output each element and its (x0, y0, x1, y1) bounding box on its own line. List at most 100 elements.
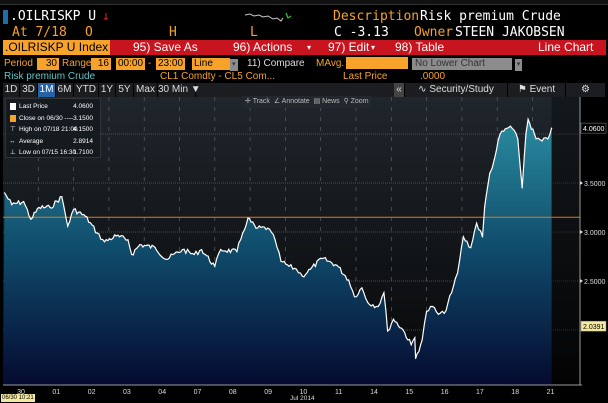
security-field[interactable]: .OILRISKP U Index (3, 40, 110, 55)
data-point (247, 217, 249, 219)
x-tick-label: 11 (335, 389, 342, 396)
data-point (456, 272, 459, 274)
price-area-fill (3, 119, 552, 386)
data-point (476, 222, 478, 224)
data-point (165, 258, 167, 261)
tab-1m[interactable]: 1M (38, 83, 56, 97)
tab-ytd[interactable]: YTD (74, 83, 99, 97)
data-point (377, 305, 379, 308)
sparkline-icon (245, 12, 292, 22)
annotate-button[interactable]: ∠ Annotate (273, 98, 310, 105)
data-point (214, 265, 216, 267)
tab-max[interactable]: Max (134, 83, 158, 97)
data-point (288, 265, 290, 267)
last-price-tag: 4.0600 (583, 126, 605, 133)
data-point (22, 201, 25, 203)
actions-button[interactable]: 96) Actions (233, 40, 293, 54)
timeframe-tabs: 1D 3D 1M 6M YTD 1Y 5Y Max 30 Min ▼ « ∿ S… (3, 83, 606, 97)
tab-5y[interactable]: 5Y (116, 83, 134, 97)
range-input[interactable]: 16 (91, 58, 111, 70)
cursor-time-tag: 06/30 10:21 (1, 394, 35, 402)
actions-dropdown-icon[interactable]: ▾ (307, 43, 312, 52)
data-point (414, 337, 416, 339)
low-marker-icon: ⊥ (10, 149, 16, 156)
top-strip (0, 0, 608, 5)
data-point (30, 218, 32, 220)
data-point (470, 247, 472, 249)
collapse-button[interactable]: « (394, 83, 405, 97)
menu-bar: .OILRISKP U Index 95) Save As 96) Action… (3, 40, 606, 55)
at-date: At 7/18 (12, 25, 67, 40)
data-point (67, 225, 69, 227)
legend-last-price: Last Price 4.0600 (10, 101, 97, 113)
time-separator: - (148, 58, 152, 69)
data-point (301, 275, 303, 277)
edit-dropdown-icon[interactable]: ▾ (371, 43, 376, 52)
data-point (38, 206, 40, 209)
save-as-button[interactable]: 95) Save As (133, 40, 198, 54)
last-price-tag-box (580, 122, 607, 134)
settings-gear-icon[interactable]: ⚙ (566, 83, 606, 97)
data-point (236, 251, 238, 253)
data-point (11, 203, 13, 206)
table-button[interactable]: 98) Table (395, 40, 445, 54)
data-point (115, 235, 117, 237)
chart-type-select[interactable]: Line (192, 58, 230, 70)
chevron-down-icon[interactable]: ▾ (230, 59, 238, 71)
tab-1y[interactable]: 1Y (99, 83, 116, 97)
data-point (84, 215, 86, 217)
data-point (527, 118, 529, 120)
data-point (509, 125, 512, 127)
edit-button[interactable]: 97) Edit (328, 40, 370, 54)
track-button[interactable]: ✛ Track (245, 98, 270, 105)
crosshair-value-tag-box (580, 320, 607, 332)
price-chart[interactable]: 30 01 02 03 04 07 08 09 10 11 14 15 16 17 18 21 3.5000 3.… (0, 97, 608, 397)
mavg-input-1[interactable] (346, 57, 368, 69)
data-point (353, 296, 356, 298)
last-price-value: .0000 (420, 71, 446, 82)
tab-3d[interactable]: 3D (20, 83, 38, 97)
tab-6m[interactable]: 6M (56, 83, 74, 97)
x-axis-label: Jul 2014 (290, 395, 315, 402)
x-tick-label: 02 (88, 389, 96, 396)
data-point (517, 138, 519, 140)
mavg-input-2[interactable] (367, 57, 388, 69)
data-point (309, 268, 312, 270)
news-button[interactable]: ▤ News (313, 98, 340, 105)
compare-button[interactable]: 11) Compare (247, 58, 305, 69)
lower-chart-select[interactable]: No Lower Chart (412, 58, 512, 70)
period-label: Period (4, 58, 33, 69)
data-point (267, 227, 269, 229)
data-point (541, 140, 543, 142)
mavg-input-3[interactable] (387, 57, 408, 69)
white-swatch-icon (10, 103, 16, 110)
event-button[interactable]: ⚑ Event (508, 83, 566, 97)
legend-high: ⊤ High on 07/18 21:00 4.1500 (10, 124, 97, 136)
tab-1d[interactable]: 1D (3, 83, 20, 97)
time-from-input[interactable]: 00:00 (116, 58, 146, 70)
security-study-button[interactable]: ∿ Security/Study (405, 83, 508, 97)
flag-icon: ⚑ (517, 84, 530, 95)
data-point (481, 236, 484, 238)
future-region (551, 97, 580, 385)
tab-30min[interactable]: 30 Min ▼ (158, 83, 201, 97)
chevron-down-icon[interactable]: ▾ (514, 59, 523, 71)
data-point (521, 187, 523, 189)
chart-legend: Last Price 4.0600 Close on 06/30 ---- 3.15… (5, 98, 101, 158)
high-label: H (169, 25, 177, 40)
data-point (181, 249, 184, 251)
zoom-button[interactable]: ⚲ Zoom (343, 98, 369, 105)
data-point (154, 247, 156, 249)
x-tick-label: 01 (52, 389, 60, 396)
data-point (451, 292, 453, 294)
y-tick-label: 3.0000 (584, 230, 606, 237)
data-point (489, 172, 491, 174)
ticker: .OILRISKP U (10, 9, 97, 24)
time-to-input[interactable]: 23:00 (156, 58, 186, 70)
data-point (336, 264, 338, 266)
series-formula: CL1 Comdty - CL5 Com... (160, 71, 276, 82)
mavg-label: MAvg. (316, 58, 345, 69)
period-input[interactable]: 30 (37, 58, 59, 70)
y-tick-marker (580, 181, 583, 185)
crosshair-value-tag: 2.0391 (583, 324, 605, 331)
